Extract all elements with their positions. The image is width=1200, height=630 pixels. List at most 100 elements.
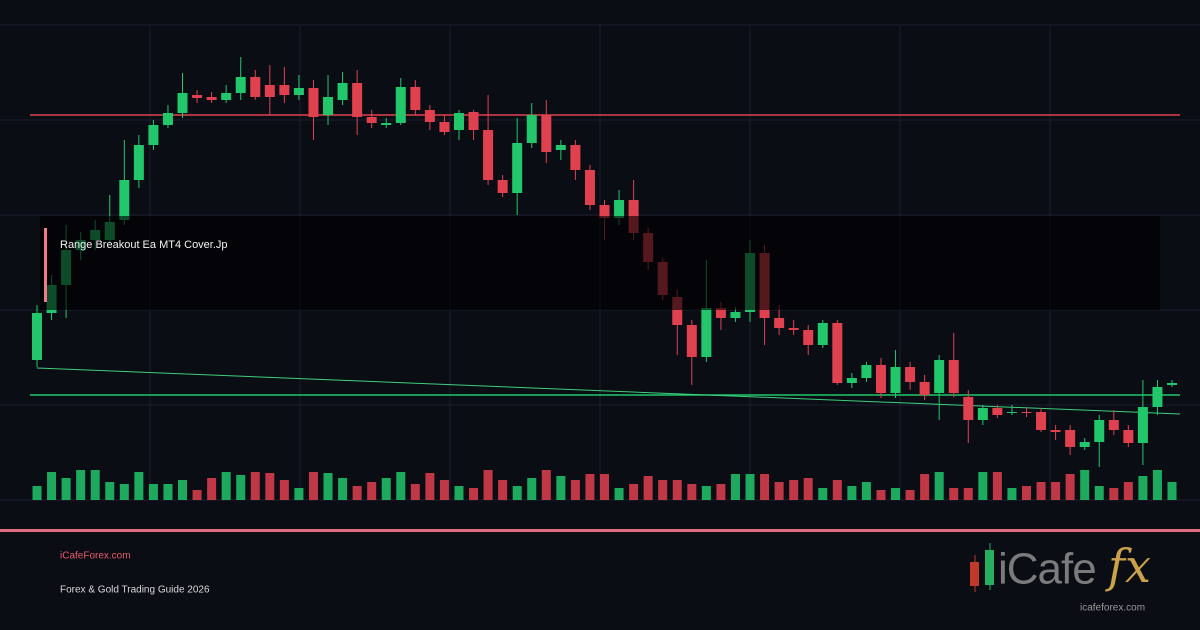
candle-body (1050, 430, 1061, 432)
volume-bar (949, 488, 959, 500)
volume-bar (1036, 482, 1046, 500)
volume-bar (701, 486, 711, 500)
candle-body (512, 143, 523, 193)
volume-bar (687, 484, 697, 500)
candle-body (992, 408, 1003, 415)
volume-bar (1021, 486, 1031, 500)
candle-body (410, 87, 421, 110)
volume-bar (600, 474, 609, 500)
volume-bar (396, 472, 406, 500)
candle-body (1006, 412, 1017, 413)
volume-bar (410, 484, 420, 500)
volume-bar (1051, 482, 1061, 500)
candle-body (1108, 420, 1119, 430)
candle-body (293, 88, 304, 95)
volume-bar (643, 476, 653, 500)
candle-body (366, 117, 377, 123)
volume-bar (439, 480, 449, 500)
candle-body (192, 95, 203, 98)
volume-bar (629, 484, 639, 500)
volume-bar (891, 488, 901, 500)
candle-body (614, 200, 625, 218)
logo-accent: fx (1105, 539, 1151, 593)
volume-bar (163, 484, 173, 500)
candle-body (453, 113, 464, 130)
logo-candle (985, 550, 994, 585)
candle-body (395, 87, 406, 123)
candle-body (977, 408, 988, 420)
candle-body (541, 115, 552, 152)
candle-body (308, 88, 319, 117)
candle-body (846, 378, 857, 383)
volume-bar (847, 486, 857, 500)
volume-bar (672, 480, 682, 500)
candle-body (555, 145, 566, 150)
volume-bar (469, 488, 479, 500)
candle-body (148, 125, 159, 145)
volume-bar (207, 478, 217, 500)
title-band (40, 216, 1160, 310)
candle-body (672, 297, 683, 325)
volume-bar (585, 474, 595, 500)
candle-body (817, 323, 828, 345)
volume-bar (119, 484, 129, 500)
volume-bar (61, 478, 71, 500)
volume-bar (730, 474, 740, 500)
volume-bar (323, 473, 333, 500)
volume-bar (832, 480, 842, 500)
candle-body (250, 77, 261, 97)
volume-bar (221, 472, 231, 500)
candle-body (264, 85, 275, 97)
candle-body (1065, 430, 1076, 447)
candle-body (919, 382, 930, 395)
footer-site: iCafeForex.com (60, 551, 131, 562)
candle-body (133, 145, 144, 180)
candle-body (468, 112, 479, 130)
candle-body (32, 313, 42, 360)
plot (30, 57, 1181, 500)
volume-bar (1138, 476, 1148, 500)
candle-body (803, 330, 814, 345)
volume-bar (1152, 470, 1162, 500)
candle-body (352, 83, 363, 117)
candle-body (177, 93, 188, 113)
candle-body (162, 113, 173, 125)
candle-body (1079, 442, 1090, 447)
volume-bar (760, 474, 770, 500)
volume-bar (978, 472, 988, 500)
candle-body (963, 397, 974, 420)
volume-bar (148, 484, 158, 500)
candle-body (1152, 387, 1163, 407)
volume-bar (178, 480, 188, 500)
trendline (36, 367, 1181, 415)
candle-body (439, 122, 450, 132)
candle-body (119, 180, 130, 220)
candle-body (279, 85, 290, 95)
volume-bar (963, 488, 973, 500)
logo: iCafe fx icafeforex.com (970, 539, 1151, 614)
volume-bar (1123, 482, 1133, 500)
candle-body (715, 308, 726, 318)
chart-title: Range Breakout Ea MT4 Cover.Jp (60, 239, 228, 251)
volume-bar (905, 490, 915, 500)
volume-bar (192, 490, 202, 500)
volume-bar (483, 470, 493, 500)
volume-bar (76, 470, 86, 500)
volume-bar (1109, 488, 1119, 500)
candle-body (875, 365, 886, 393)
volume-bar (1080, 470, 1090, 500)
volume-bar (745, 474, 755, 500)
candle-body (424, 110, 435, 122)
volume-bar (556, 476, 566, 500)
volume-bar (1065, 474, 1075, 500)
volume-bar (861, 482, 871, 500)
candle-body (235, 77, 246, 93)
volume-bar (105, 482, 115, 500)
candle-body (686, 325, 697, 357)
volume-bar (774, 482, 784, 500)
volume-bar (236, 475, 246, 500)
volume-bar (527, 478, 537, 500)
candle-body (206, 97, 217, 100)
volume-bar (367, 482, 377, 500)
volume-bar (1007, 488, 1017, 500)
